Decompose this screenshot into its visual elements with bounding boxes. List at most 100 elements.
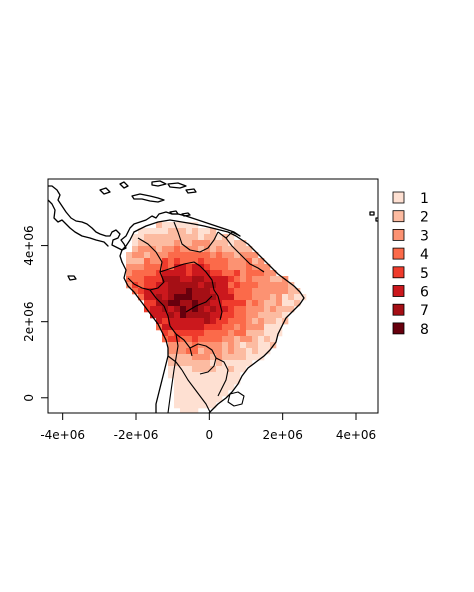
raster-cell xyxy=(264,276,271,283)
raster-cell xyxy=(198,402,205,409)
raster-cell xyxy=(222,330,229,337)
raster-cell xyxy=(180,360,187,367)
raster-cell xyxy=(228,252,235,259)
raster-cell xyxy=(162,246,169,253)
raster-cell xyxy=(150,240,157,247)
coastline-north-america xyxy=(48,185,241,251)
raster-cell xyxy=(198,306,205,313)
raster-cell xyxy=(192,240,199,247)
raster-cell xyxy=(222,252,229,259)
raster-cell xyxy=(144,282,151,289)
coastlines xyxy=(48,180,378,413)
raster-cell xyxy=(222,366,229,373)
raster-cell xyxy=(174,300,181,307)
raster-cell xyxy=(132,276,139,283)
raster-cell xyxy=(138,294,145,301)
raster-cell xyxy=(222,324,229,331)
raster-cell xyxy=(198,348,205,355)
raster-cell xyxy=(204,318,211,325)
raster-cell xyxy=(222,342,229,349)
raster-cell xyxy=(234,282,241,289)
raster-cell xyxy=(156,270,163,277)
raster-cell xyxy=(228,258,235,265)
raster-cell xyxy=(264,330,271,337)
raster-cell xyxy=(216,234,223,241)
raster-cell xyxy=(216,288,223,295)
raster-cell xyxy=(168,288,175,295)
raster-cell xyxy=(174,258,181,265)
raster-cell xyxy=(240,264,247,271)
raster-cell xyxy=(180,276,187,283)
raster-cell xyxy=(198,390,205,397)
raster-cell xyxy=(198,396,205,403)
raster-cell xyxy=(132,240,139,247)
raster-cell xyxy=(186,258,193,265)
raster-cell xyxy=(162,330,169,337)
raster-cell xyxy=(252,342,259,349)
raster-cell xyxy=(138,234,145,241)
raster-cell xyxy=(216,318,223,325)
raster-cell xyxy=(228,378,235,385)
raster-cell xyxy=(294,300,301,307)
raster-cell xyxy=(276,324,283,331)
raster-cell xyxy=(234,240,241,247)
raster-cell xyxy=(156,252,163,259)
raster-cell xyxy=(180,282,187,289)
raster-cell xyxy=(192,408,199,413)
raster-cell xyxy=(198,228,205,235)
raster-cell xyxy=(264,336,271,343)
raster-cell xyxy=(252,288,259,295)
raster-cell xyxy=(210,360,217,367)
y-tick-label: 0 xyxy=(22,394,36,402)
raster-cell xyxy=(168,330,175,337)
legend-swatch xyxy=(392,191,405,204)
raster-cell xyxy=(204,246,211,253)
raster-cell xyxy=(150,276,157,283)
legend: 1 2 3 4 5 6 7 8 xyxy=(392,191,429,338)
y-tick-label: 4e+06 xyxy=(22,225,36,265)
raster-cell xyxy=(198,270,205,277)
raster-cell xyxy=(132,252,139,259)
raster-cell xyxy=(240,252,247,259)
raster-cell xyxy=(270,312,277,319)
raster-cell xyxy=(228,318,235,325)
raster-cell xyxy=(132,258,139,265)
raster-cell xyxy=(234,312,241,319)
raster-cell xyxy=(174,384,181,391)
raster-cell xyxy=(186,312,193,319)
raster-cell xyxy=(168,294,175,301)
raster-cell xyxy=(192,312,199,319)
raster-cell xyxy=(216,300,223,307)
raster-cell xyxy=(210,228,217,235)
raster-cell xyxy=(234,360,241,367)
raster-cell xyxy=(246,318,253,325)
raster-cell xyxy=(258,258,265,265)
raster-cell xyxy=(192,372,199,379)
raster-cell xyxy=(276,312,283,319)
raster-cell xyxy=(234,372,241,379)
raster-cell xyxy=(210,246,217,253)
raster-cell xyxy=(210,240,217,247)
raster-cell xyxy=(216,282,223,289)
raster-cell xyxy=(192,348,199,355)
raster-cell xyxy=(246,264,253,271)
raster-cell xyxy=(204,396,211,403)
raster-layer xyxy=(126,222,307,413)
raster-cell xyxy=(276,294,283,301)
raster-cell xyxy=(270,270,277,277)
raster-cell xyxy=(270,288,277,295)
raster-cell xyxy=(180,390,187,397)
raster-cell xyxy=(234,348,241,355)
raster-cell xyxy=(198,240,205,247)
raster-cell xyxy=(240,270,247,277)
raster-cell xyxy=(144,294,151,301)
raster-cell xyxy=(234,330,241,337)
raster-cell xyxy=(162,294,169,301)
raster-cell xyxy=(180,318,187,325)
raster-cell xyxy=(168,270,175,277)
raster-cell xyxy=(168,222,175,229)
raster-cell xyxy=(150,258,157,265)
raster-cell xyxy=(168,354,175,361)
raster-cell xyxy=(180,312,187,319)
raster-cell xyxy=(204,306,211,313)
